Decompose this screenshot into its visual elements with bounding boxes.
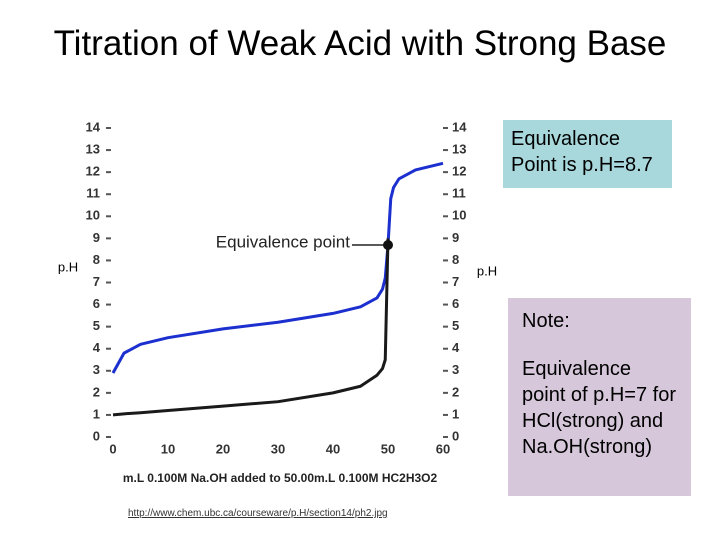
- y-tick-label: 3: [93, 362, 100, 377]
- series-line: [112, 238, 390, 417]
- y-tick-label: 8: [93, 252, 100, 267]
- y2-tick-label: 1: [452, 406, 459, 421]
- y-tick-label: 14: [86, 119, 101, 134]
- callout: Note: Equivalence point of p.H=7 for HCl…: [508, 298, 691, 496]
- callout-heading: Note:: [522, 310, 570, 332]
- annotation-text: Equivalence point: [216, 232, 350, 251]
- y-tick-label: 5: [93, 318, 100, 333]
- y-tick-label: 6: [93, 296, 100, 311]
- y-tick-label: 7: [93, 274, 100, 289]
- x-tick-label: 30: [271, 441, 285, 456]
- chart-background: [55, 115, 500, 500]
- y2-tick-label: 10: [452, 208, 466, 223]
- x-tick-label: 50: [381, 441, 395, 456]
- y-axis-label: p.H: [58, 259, 78, 274]
- y-tick-label: 13: [86, 142, 100, 157]
- y-tick-label: 4: [93, 340, 101, 355]
- y-tick-label: 9: [93, 230, 100, 245]
- y2-tick-label: 13: [452, 142, 466, 157]
- callout-text: Equivalence point of p.H=7 for HCl(stron…: [522, 358, 676, 458]
- x-tick-label: 20: [216, 441, 230, 456]
- y2-tick-label: 7: [452, 274, 459, 289]
- x-tick-label: 10: [161, 441, 175, 456]
- series-line: [111, 161, 444, 374]
- slide-title: Titration of Weak Acid with Strong Base: [53, 24, 667, 63]
- x-tick-label: 60: [436, 441, 450, 456]
- y-tick-label: 1: [93, 406, 100, 421]
- y-tick-label: 10: [86, 208, 100, 223]
- y2-tick-label: 2: [452, 384, 459, 399]
- y2-tick-label: 14: [452, 119, 467, 134]
- y2-tick-label: 12: [452, 164, 466, 179]
- y2-tick-label: 9: [452, 230, 459, 245]
- x-tick-label: 0: [109, 441, 116, 456]
- y-tick-label: 2: [93, 384, 100, 399]
- y2-tick-label: 3: [452, 362, 459, 377]
- x-axis-label: m.L 0.100M Na.OH added to 50.00m.L 0.100…: [123, 471, 438, 485]
- y2-tick-label: 6: [452, 296, 459, 311]
- y2-tick-label: 4: [452, 340, 460, 355]
- y2-tick-label: 11: [452, 186, 466, 201]
- y-tick-label: 0: [93, 428, 100, 443]
- callout: Equivalence Point is p.H=8.7: [503, 120, 672, 188]
- annotation-point: [383, 239, 393, 250]
- y2-tick-label: 5: [452, 318, 459, 333]
- x-tick-label: 40: [326, 441, 340, 456]
- y2-axis-label: p.H: [477, 263, 497, 278]
- source-link[interactable]: http://www.chem.ubc.ca/courseware/p.H/se…: [128, 508, 388, 519]
- y2-tick-label: 0: [452, 428, 459, 443]
- y-tick-label: 11: [86, 186, 100, 201]
- y2-tick-label: 8: [452, 252, 459, 267]
- callout-text: Equivalence Point is p.H=8.7: [511, 128, 653, 176]
- y-tick-label: 12: [86, 164, 100, 179]
